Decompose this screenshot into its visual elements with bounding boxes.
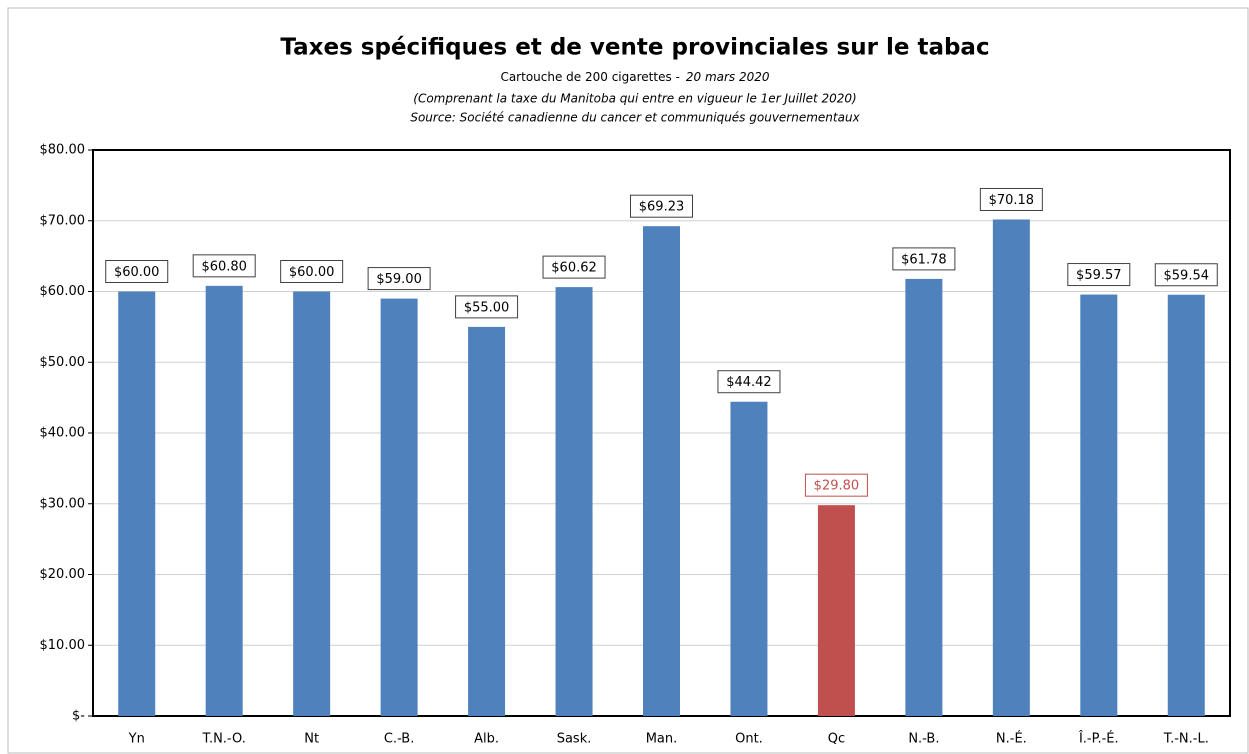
- bar: [1080, 294, 1118, 716]
- value-label-box: [804, 473, 868, 497]
- value-label: $60.00: [114, 265, 160, 280]
- x-tick-label: C.-B.: [384, 732, 415, 747]
- value-label-box: [542, 255, 606, 279]
- value-label: $69.23: [639, 200, 685, 215]
- value-label: $59.54: [1164, 268, 1210, 283]
- x-tick-label: Alb.: [474, 732, 499, 747]
- value-label-box: [1154, 263, 1218, 287]
- y-tick-label: $50.00: [40, 355, 86, 370]
- bar: [905, 278, 943, 716]
- x-tick-label: N.-B.: [908, 732, 939, 747]
- y-tick-label: $40.00: [40, 426, 86, 441]
- value-label-box: [455, 295, 519, 319]
- bar: [118, 291, 156, 716]
- value-label: $60.80: [201, 259, 247, 274]
- x-tick-label: Man.: [646, 732, 678, 747]
- x-tick-label: Yn: [128, 732, 145, 747]
- bar: [555, 287, 593, 716]
- value-label-box: [192, 254, 256, 278]
- bar: [205, 285, 243, 716]
- y-tick-label: $10.00: [40, 638, 86, 653]
- note: (Comprenant la taxe du Manitoba qui entr…: [413, 92, 856, 106]
- subtitle: Cartouche de 200 cigarettes -: [500, 70, 679, 84]
- bar: [1167, 294, 1205, 716]
- x-tick-label: Qc: [828, 732, 845, 747]
- x-tick-label: Sask.: [557, 732, 592, 747]
- chart-subtitle: Cartouche de 200 cigarettes - 20 mars 202…: [500, 70, 769, 84]
- y-tick-label: $70.00: [40, 213, 86, 228]
- x-tick-label: Î.-P.-É.: [1078, 731, 1119, 747]
- value-label-box: [717, 370, 781, 394]
- y-tick-label: $30.00: [40, 496, 86, 511]
- value-label: $59.00: [376, 272, 422, 287]
- value-label: $70.18: [989, 193, 1035, 208]
- value-label-box: [630, 194, 693, 218]
- x-tick-label: Nt: [304, 732, 319, 747]
- value-label: $55.00: [464, 300, 510, 315]
- x-tick-label: N.-É.: [996, 731, 1027, 747]
- value-label: $59.57: [1076, 268, 1122, 283]
- bar: [468, 326, 506, 716]
- bar: [293, 291, 331, 716]
- value-label-box: [105, 260, 169, 283]
- bar: [380, 298, 418, 716]
- y-tick-label: $20.00: [40, 567, 86, 582]
- y-tick-label: $-: [72, 709, 85, 724]
- value-label: $60.00: [289, 265, 335, 280]
- value-label: $60.62: [551, 261, 597, 276]
- subtitle-date: 20 mars 2020: [686, 70, 770, 84]
- y-tick-label: $80.00: [40, 143, 86, 158]
- value-label-box: [367, 267, 431, 291]
- value-label-box: [979, 187, 1043, 211]
- x-tick-label: Ont.: [735, 732, 763, 747]
- y-tick-label: $60.00: [40, 284, 86, 299]
- bar: [643, 226, 680, 716]
- bar: [992, 219, 1030, 716]
- x-tick-label: T.-N.-L.: [1163, 732, 1209, 747]
- note: Source: Société canadienne du cancer et …: [410, 111, 860, 125]
- value-label-box: [892, 247, 956, 271]
- bar: [817, 505, 855, 716]
- value-label: $29.80: [814, 479, 860, 494]
- value-label-box: [280, 260, 344, 283]
- value-label: $61.78: [901, 252, 947, 267]
- bar: [730, 401, 768, 716]
- x-tick-label: T.N.-O.: [202, 732, 246, 747]
- value-label: $44.42: [726, 375, 772, 390]
- value-label-box: [1067, 263, 1131, 287]
- chart-title: Taxes spécifiques et de vente provincial…: [280, 35, 989, 61]
